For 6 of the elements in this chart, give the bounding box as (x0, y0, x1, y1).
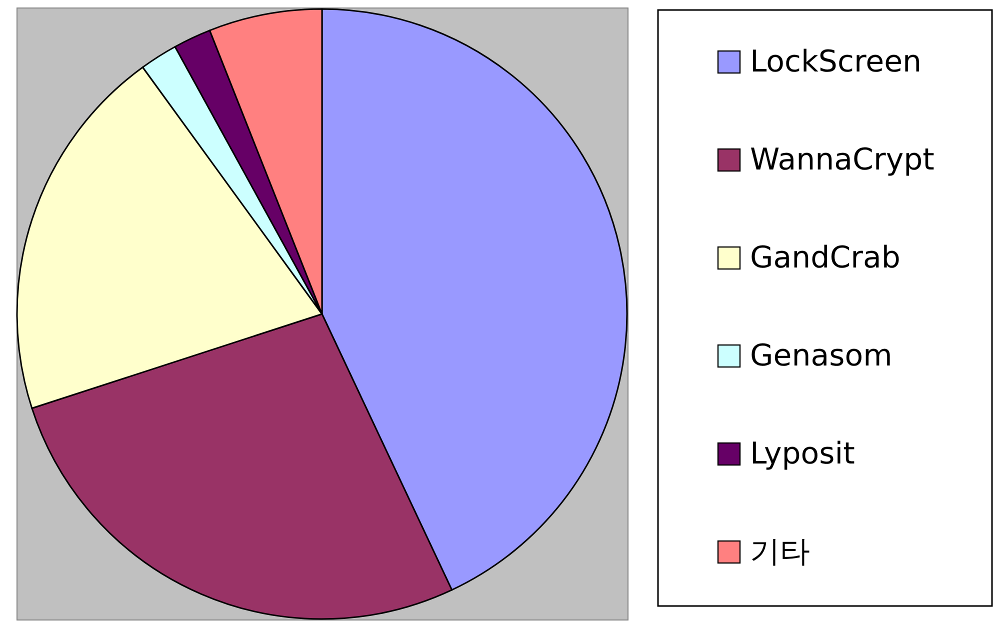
legend-label: 기타 (750, 534, 810, 570)
legend-label: WannaCrypt (750, 142, 935, 178)
legend-label: Genasom (750, 338, 892, 374)
legend-label: LockScreen (750, 44, 922, 80)
legend-label: GandCrab (750, 240, 900, 276)
legend-label: Lyposit (750, 436, 856, 472)
